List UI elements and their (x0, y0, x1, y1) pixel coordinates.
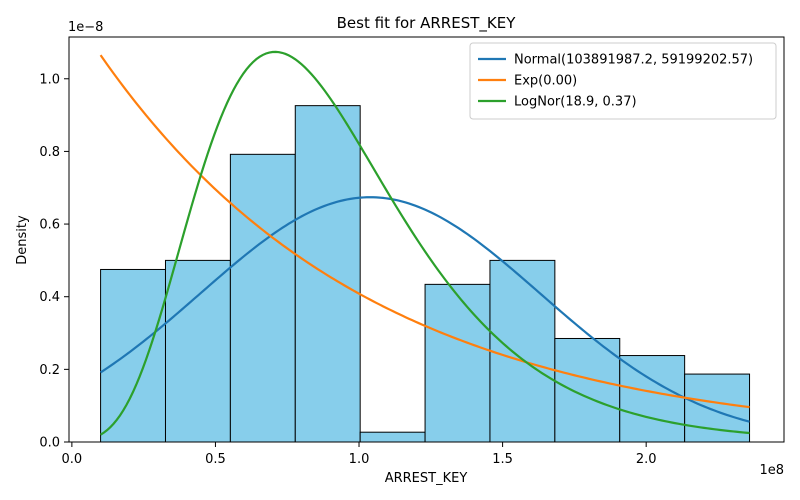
y-tick-label: 0.2 (39, 363, 60, 378)
chart-title: Best fit for ARREST_KEY (337, 14, 517, 33)
curve-exponential (99, 54, 750, 409)
y-axis-label: Density (15, 215, 30, 265)
histogram-bars (100, 105, 751, 443)
x-tick-label: 1.5 (492, 452, 513, 467)
x-axis-label: ARREST_KEY (385, 471, 468, 486)
histogram-bar-9 (619, 355, 686, 443)
histogram-bar-6 (424, 283, 491, 443)
legend: Normal(103891987.2, 59199202.57) Exp(0.00… (469, 42, 777, 120)
histogram-bar-7 (489, 259, 556, 443)
histogram-bar-8 (554, 337, 621, 443)
x-tick-label: 2.0 (636, 452, 657, 467)
y-tick-label: 0.0 (39, 436, 60, 451)
curve-lognormal (99, 50, 750, 436)
x-tick-label: 1.0 (349, 452, 370, 467)
histogram-bar-1 (100, 268, 166, 443)
histogram-bar-4 (294, 105, 361, 443)
y-scale-offset: 1e−8 (68, 20, 103, 35)
x-axis-ticks: 0.0 0.5 1.0 1.5 2.0 (62, 442, 657, 467)
histogram-bar-2 (164, 259, 231, 443)
curve-normal (99, 196, 750, 423)
histogram-bar-3 (229, 153, 296, 443)
x-tick-label: 0.0 (62, 452, 83, 467)
x-tick-label: 0.5 (205, 452, 226, 467)
x-scale-offset: 1e8 (759, 463, 784, 478)
legend-label-normal: Normal(103891987.2, 59199202.57) (514, 53, 753, 68)
y-axis-ticks: 0.0 0.2 0.4 0.6 0.8 1.0 (39, 72, 69, 451)
histogram-bar-5 (359, 431, 426, 443)
y-tick-label: 0.8 (39, 145, 60, 160)
legend-label-lognormal: LogNor(18.9, 0.37) (514, 95, 637, 110)
fit-curves (99, 50, 750, 436)
plot-frame (68, 36, 785, 443)
legend-box (469, 42, 777, 120)
legend-label-exponential: Exp(0.00) (514, 74, 577, 89)
y-tick-label: 0.4 (39, 290, 60, 305)
y-tick-label: 0.6 (39, 218, 60, 233)
y-tick-label: 1.0 (39, 72, 60, 87)
